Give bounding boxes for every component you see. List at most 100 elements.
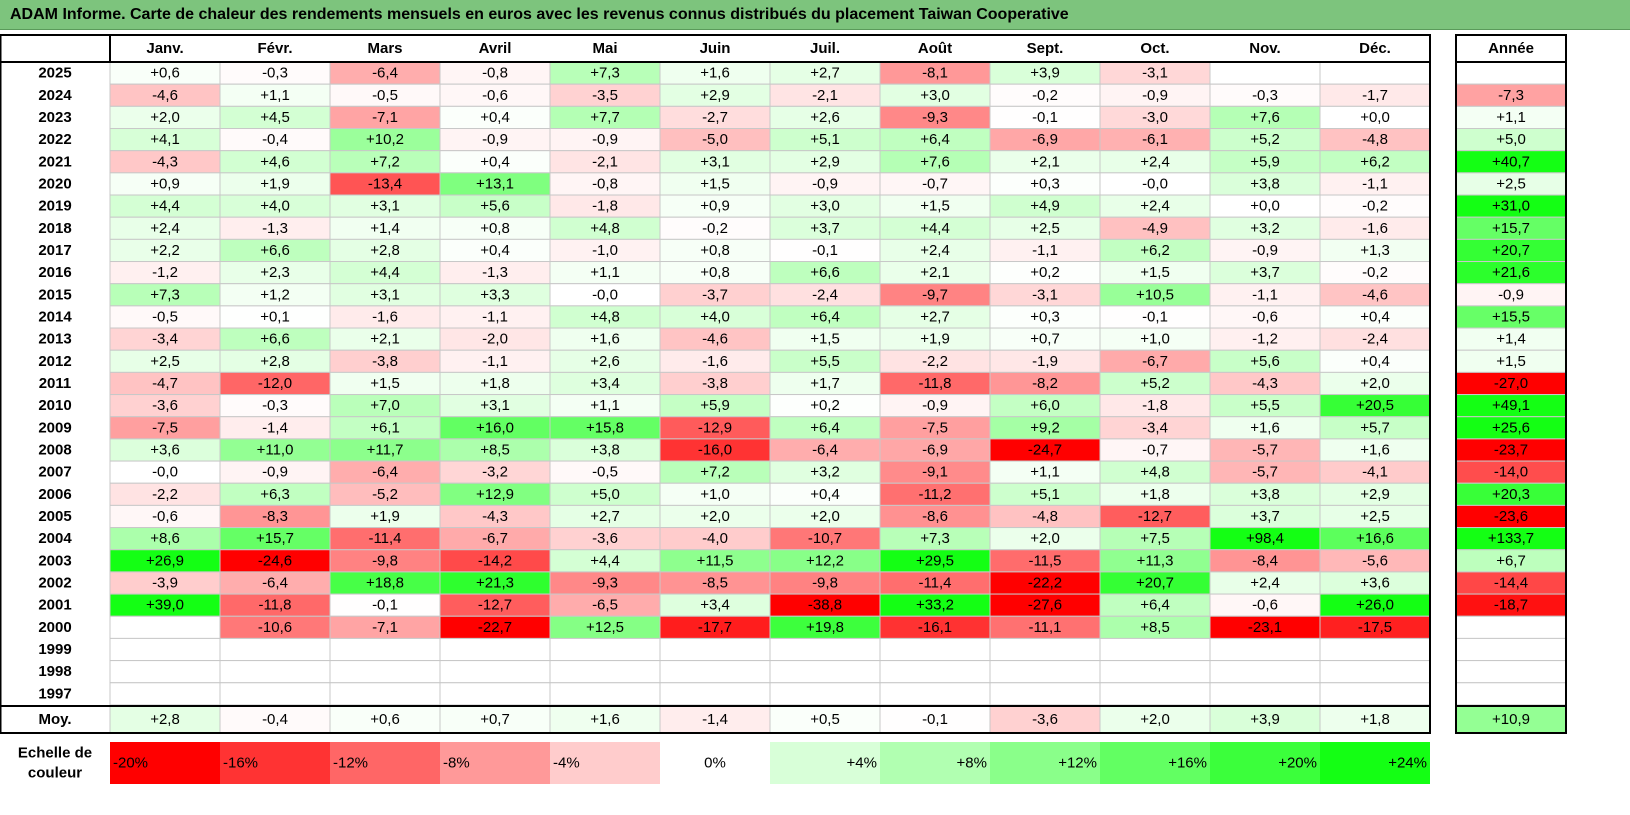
annual-cell: [1455, 660, 1567, 684]
average-value: -0,1: [922, 711, 948, 728]
cell-value: +3,9: [1030, 65, 1060, 82]
cell-value: +2,0: [1360, 375, 1390, 392]
cell-value: -13,4: [368, 175, 402, 192]
cell-value: +0,7: [1030, 331, 1060, 348]
average-value: +3,9: [1250, 711, 1280, 728]
cell-value: -1,1: [1362, 175, 1388, 192]
annual-header: Année: [1488, 40, 1534, 57]
cell-value: +1,1: [590, 397, 620, 414]
annual-value: +21,6: [1492, 264, 1530, 281]
cell-value: -0,3: [1252, 87, 1278, 104]
cell-value: -1,8: [592, 198, 618, 215]
cell-value: +4,0: [700, 308, 730, 325]
cell-value: +16,0: [476, 419, 514, 436]
scale-step-label: +8%: [957, 755, 987, 772]
cell-value: +0,0: [1360, 109, 1390, 126]
cell-value: +2,5: [1360, 508, 1390, 525]
cell-value: +1,0: [700, 486, 730, 503]
month-header: Juin: [700, 40, 731, 57]
average-value: +0,5: [810, 711, 840, 728]
cell-value: -0,6: [152, 508, 178, 525]
heatmap-cell: [1209, 61, 1321, 85]
cell-value: -1,9: [1032, 353, 1058, 370]
cell-value: +5,7: [1360, 419, 1390, 436]
cell-value: +0,8: [480, 220, 510, 237]
cell-value: +0,2: [1030, 264, 1060, 281]
scale-step-label: -16%: [223, 755, 258, 772]
cell-value: +7,3: [150, 286, 180, 303]
annual-cell: [1455, 61, 1567, 85]
year-label: 2025: [38, 65, 71, 82]
cell-value: +1,5: [700, 175, 730, 192]
cell-value: -11,4: [918, 574, 951, 591]
cell-value: -3,1: [1142, 65, 1168, 82]
cell-value: +4,5: [260, 109, 290, 126]
cell-value: +0,3: [1030, 308, 1060, 325]
cell-value: -6,4: [372, 65, 398, 82]
cell-value: -0,9: [1252, 242, 1278, 259]
average-annual-value: +10,9: [1492, 711, 1530, 728]
heatmap-cell: [879, 660, 991, 684]
cell-value: +1,2: [260, 286, 290, 303]
cell-value: +2,9: [1360, 486, 1390, 503]
average-value: +1,6: [590, 711, 620, 728]
cell-value: +8,5: [1140, 619, 1170, 636]
cell-value: -0,1: [1142, 308, 1168, 325]
cell-value: -3,0: [1142, 109, 1168, 126]
month-header: Déc.: [1359, 40, 1391, 57]
cell-value: -38,8: [808, 597, 842, 614]
cell-value: -1,6: [372, 308, 398, 325]
cell-value: -0,0: [1142, 175, 1168, 192]
cell-value: +1,5: [810, 331, 840, 348]
average-value: -3,6: [1032, 711, 1058, 728]
cell-value: -0,1: [372, 597, 398, 614]
cell-value: +5,1: [1030, 486, 1060, 503]
cell-value: -11,8: [258, 597, 291, 614]
cell-value: -10,7: [808, 530, 842, 547]
cell-value: +2,6: [810, 109, 840, 126]
cell-value: +0,4: [1360, 353, 1390, 370]
cell-value: +6,1: [370, 419, 400, 436]
scale-step-label: 0%: [704, 755, 726, 772]
average-cell: [1209, 705, 1321, 734]
annual-value: -0,9: [1498, 286, 1524, 303]
scale-swatch: [1210, 742, 1320, 784]
cell-value: -8,6: [922, 508, 948, 525]
cell-value: -9,7: [922, 286, 948, 303]
cell-value: +3,1: [370, 198, 400, 215]
year-label: 2019: [38, 198, 71, 215]
cell-value: +2,1: [370, 331, 400, 348]
cell-value: -0,9: [1142, 87, 1168, 104]
month-header: Juil.: [810, 40, 840, 57]
cell-value: +3,7: [1250, 264, 1280, 281]
cell-value: +2,4: [1140, 153, 1170, 170]
cell-value: -3,6: [592, 530, 618, 547]
heatmap-cell: [109, 637, 221, 662]
heatmap-cell: [1099, 660, 1211, 684]
heatmap-cell: [769, 660, 881, 684]
cell-value: +3,8: [590, 441, 620, 458]
month-header: Août: [918, 40, 952, 57]
annual-value: +15,7: [1492, 220, 1530, 237]
cell-value: -0,3: [262, 65, 288, 82]
heatmap-cell: [439, 637, 551, 662]
cell-value: +2,8: [260, 353, 290, 370]
heatmap-cell: [219, 682, 331, 706]
cell-value: -1,6: [702, 353, 728, 370]
average-cell: [329, 705, 441, 734]
cell-value: +4,6: [260, 153, 290, 170]
cell-value: -3,2: [482, 464, 508, 481]
average-cell: [219, 705, 331, 734]
cell-value: -3,9: [152, 574, 178, 591]
cell-value: +4,1: [150, 131, 180, 148]
cell-value: -6,5: [592, 597, 618, 614]
scale-step-label: +16%: [1168, 755, 1207, 772]
cell-value: +1,1: [590, 264, 620, 281]
cell-value: +4,4: [920, 220, 950, 237]
heatmap-cell: [329, 682, 441, 706]
cell-value: +1,5: [370, 375, 400, 392]
annual-value: +20,7: [1492, 242, 1530, 259]
cell-value: +2,8: [370, 242, 400, 259]
cell-value: -0,6: [482, 87, 508, 104]
cell-value: -3,4: [1142, 419, 1168, 436]
